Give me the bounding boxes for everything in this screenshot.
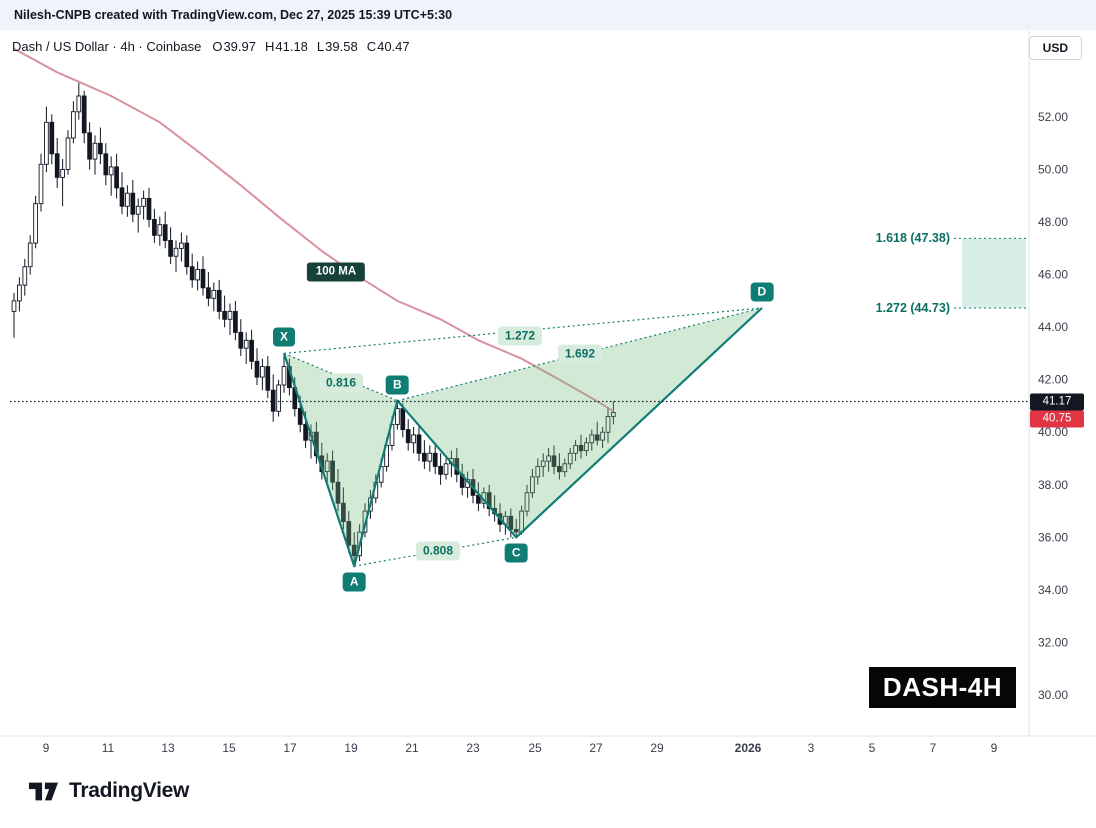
time-axis-label: 3 — [808, 741, 815, 755]
time-axis-label: 2026 — [735, 741, 762, 755]
symbol-title[interactable]: Dash / US Dollar · 4h · Coinbase — [12, 39, 202, 54]
pattern-point-label-x[interactable]: X — [272, 327, 296, 347]
close-label: C — [366, 39, 377, 54]
pattern-point-label-b[interactable]: B — [386, 375, 409, 395]
price-axis-label: 30.00 — [1038, 688, 1068, 702]
high-label: H — [264, 39, 275, 54]
open-value: 39.97 — [223, 39, 256, 54]
fib-ratio-label[interactable]: 0.816 — [318, 373, 364, 393]
xabcd-pattern[interactable] — [282, 307, 763, 568]
pattern-point-label-d[interactable]: D — [750, 282, 774, 302]
low-value: 39.58 — [325, 39, 358, 54]
time-axis-label: 15 — [222, 741, 236, 755]
target-zone — [954, 237, 1026, 309]
time-axis-label: 11 — [102, 741, 115, 755]
price-axis-label: 46.00 — [1038, 268, 1068, 282]
time-axis-label: 19 — [344, 741, 358, 755]
ohlc-low: L 39.58 — [317, 39, 358, 54]
chart-watermark: DASH-4H — [868, 667, 1016, 708]
tradingview-logo-text[interactable]: TradingView — [69, 779, 190, 802]
price-axis-label: 36.00 — [1038, 530, 1068, 544]
candlesticks — [11, 82, 616, 567]
price-axis-label: 50.00 — [1038, 163, 1068, 177]
fib-ratio-label[interactable]: 0.808 — [415, 541, 461, 561]
ohlc-open: O 39.97 — [212, 39, 256, 54]
low-label: L — [316, 39, 325, 54]
ohlc-close: C 40.47 — [367, 39, 410, 54]
last-price-axis-label: 40.75 — [1030, 410, 1084, 427]
fib-ratio-label[interactable]: 1.692 — [557, 344, 603, 364]
price-axis-label: 44.00 — [1038, 320, 1068, 334]
price-axis-label: 34.00 — [1038, 583, 1068, 597]
fib-ratio-label[interactable]: 1.272 — [497, 326, 543, 346]
pattern-point-label-c[interactable]: C — [504, 543, 528, 563]
pattern-point-label-a[interactable]: A — [342, 572, 366, 592]
time-axis-label: 17 — [283, 741, 297, 755]
time-axis-label: 25 — [528, 741, 542, 755]
axes: 52.00 50.00 48.00 46.00 44.00 42.00 40.00 38.00… — [0, 30, 1096, 755]
open-label: O — [212, 39, 223, 54]
price-axis-label: 32.00 — [1038, 635, 1068, 649]
currency-toggle-button[interactable]: USD — [1028, 36, 1082, 60]
time-axis-label: 29 — [650, 741, 664, 755]
price-axis-label: 42.00 — [1038, 373, 1068, 387]
close-value: 40.47 — [377, 39, 410, 54]
target-level-label[interactable]: 1.272 (44.73) — [875, 300, 950, 315]
ohlc-high: H 41.18 — [265, 39, 308, 54]
tradingview-logo-icon[interactable] — [26, 776, 60, 806]
symbol-header: Dash / US Dollar · 4h · Coinbase O 39.97 … — [12, 39, 410, 54]
attribution-bar: Nilesh-CNPB created with TradingView.com… — [0, 0, 1096, 30]
time-axis-label: 21 — [405, 741, 419, 755]
time-axis-label: 9 — [991, 741, 998, 755]
attribution-text: Nilesh-CNPB created with TradingView.com… — [14, 8, 453, 22]
ma-label[interactable]: 100 MA — [306, 262, 366, 282]
footer: TradingView — [26, 776, 189, 806]
time-axis-label: 13 — [161, 741, 175, 755]
price-axis-label: 40.00 — [1038, 425, 1068, 439]
ma-100-line[interactable] — [13, 47, 614, 413]
time-axis-label: 23 — [466, 741, 480, 755]
price-axis-label: 38.00 — [1038, 478, 1068, 492]
time-axis-label: 9 — [43, 741, 50, 755]
target-level-label[interactable]: 1.618 (47.38) — [875, 231, 950, 246]
price-axis-label: 52.00 — [1038, 110, 1068, 124]
high-value: 41.18 — [275, 39, 308, 54]
time-axis-label: 7 — [930, 741, 937, 755]
price-axis-label: 48.00 — [1038, 215, 1068, 229]
time-axis-label: 27 — [589, 741, 603, 755]
price-line-axis-label: 41.17 — [1030, 393, 1084, 410]
time-axis-label: 5 — [869, 741, 876, 755]
